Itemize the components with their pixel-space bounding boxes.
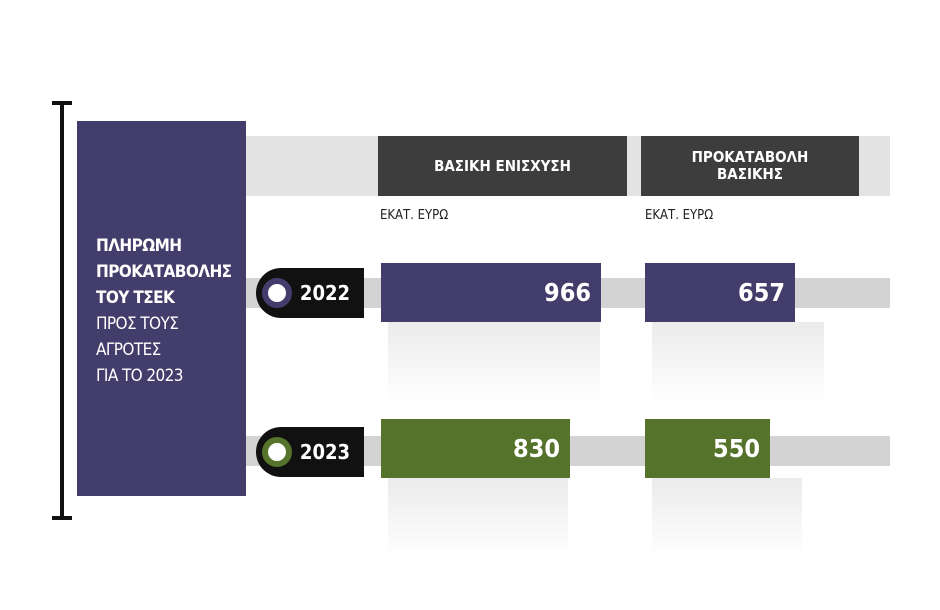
unit-label-advance: ΕΚΑΤ. ΕΥΡΩ [645, 208, 714, 223]
bar-value-label: 966 [544, 278, 591, 307]
year-marker-2023 [262, 437, 292, 467]
bar-2022-basic-support: 966 [381, 263, 601, 322]
column-header-basic-support-label: ΒΑΣΙΚΗ ΕΝΙΣΧΥΣΗ [434, 156, 571, 175]
bar-2023-advance: 550 [645, 419, 770, 478]
year-label-2023: 2023 [299, 440, 350, 464]
column-header-basic-support: ΒΑΣΙΚΗ ΕΝΙΣΧΥΣΗ [378, 136, 627, 196]
title-line-1: ΠΛΗΡΩΜΗ [96, 236, 182, 256]
subtitle-line-2: ΑΓΡΟΤΕΣ [96, 340, 161, 360]
column-header-advance-line-1: ΠΡΟΚΑΤΑΒΟΛΗ [691, 148, 809, 166]
year-marker-2022 [262, 278, 292, 308]
column-header-advance: ΠΡΟΚΑΤΑΒΟΛΗ ΒΑΣΙΚΗΣ [641, 136, 859, 196]
bar-value-label: 550 [713, 434, 760, 463]
title-line-3: ΤΟΥ ΤΣΕΚ [96, 288, 175, 308]
year-label-2022: 2022 [299, 281, 350, 305]
subtitle-line-1: ΠΡΟΣ ΤΟΥΣ [96, 314, 179, 334]
bar-value-label: 657 [738, 278, 785, 307]
bar-shadow [652, 478, 802, 558]
year-badge-2022: 2022 [256, 268, 364, 318]
subtitle-line-3: ΓΙΑ ΤΟ 2023 [96, 366, 183, 386]
bracket-line [60, 103, 64, 519]
bracket-top [52, 101, 72, 105]
bar-shadow [652, 322, 824, 402]
bracket-bottom [52, 516, 72, 520]
bar-shadow [388, 322, 600, 402]
unit-label-basic-support: ΕΚΑΤ. ΕΥΡΩ [380, 208, 449, 223]
title-panel: ΠΛΗΡΩΜΗ ΠΡΟΚΑΤΑΒΟΛΗΣ ΤΟΥ ΤΣΕΚ ΠΡΟΣ ΤΟΥΣ … [77, 121, 246, 496]
title-line-2: ΠΡΟΚΑΤΑΒΟΛΗΣ [96, 262, 232, 282]
bar-2022-advance: 657 [645, 263, 795, 322]
column-header-advance-line-2: ΒΑΣΙΚΗΣ [717, 165, 783, 183]
bar-2023-basic-support: 830 [381, 419, 570, 478]
bar-value-label: 830 [513, 434, 560, 463]
bar-shadow [388, 478, 568, 558]
